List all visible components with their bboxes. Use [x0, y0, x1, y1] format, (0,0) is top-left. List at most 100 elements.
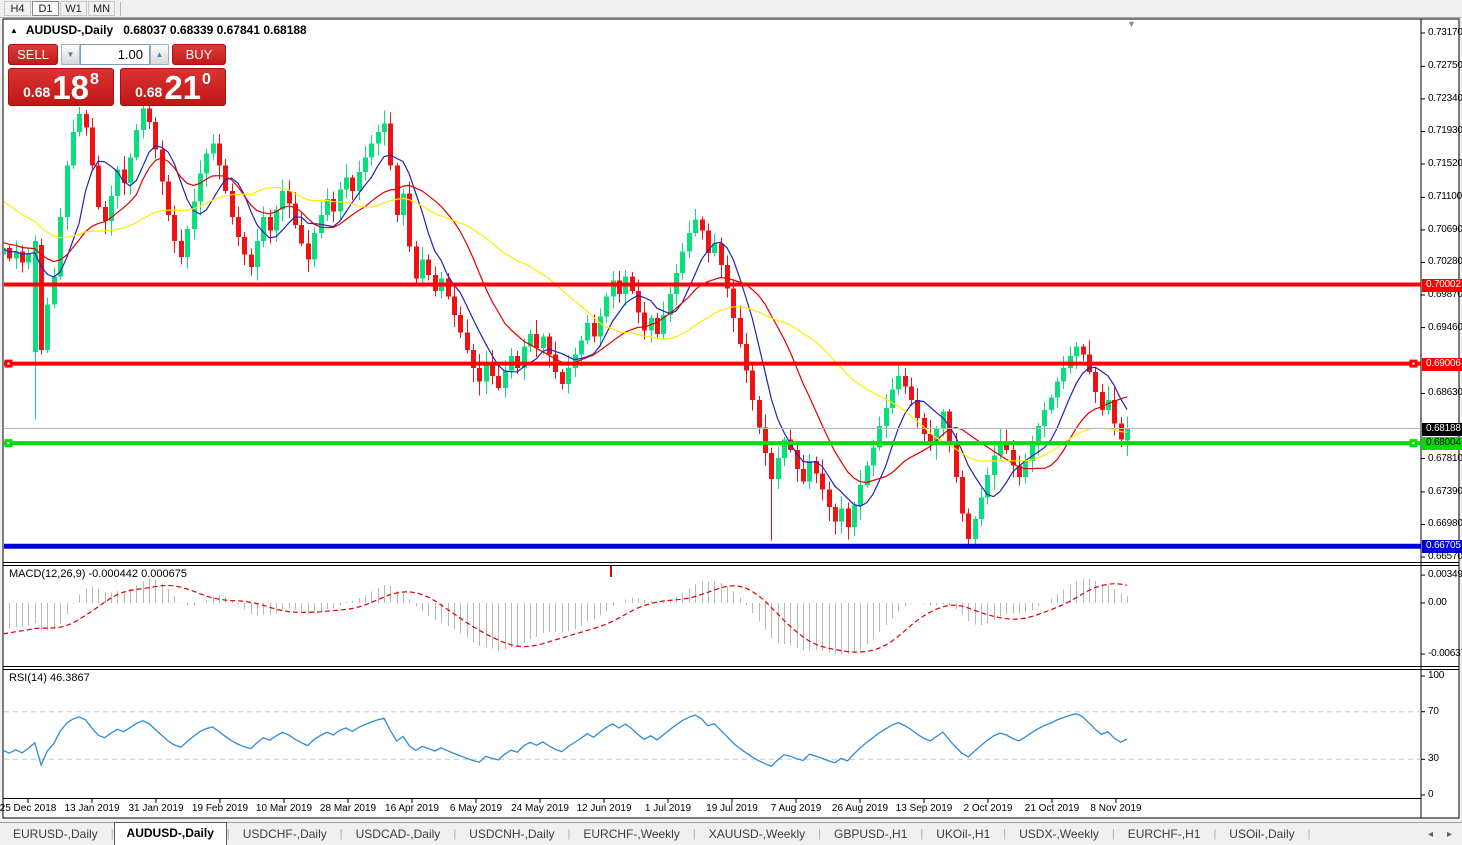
bid-price-prefix: 0.68: [23, 84, 51, 100]
timeframe-mn-button[interactable]: MN: [88, 1, 115, 16]
tab-separator: |: [567, 828, 571, 840]
date-axis-label: 1 Jul 2019: [644, 803, 692, 814]
timeframe-d1-button[interactable]: D1: [32, 1, 59, 16]
price-level-label: 0.68004: [1422, 437, 1462, 451]
macd-indicator-label: MACD(12,26,9) -0.000442 0.000675: [9, 568, 187, 580]
buy-button[interactable]: BUY: [172, 44, 226, 65]
timeframe-toolbar: H4 D1 W1 MN: [0, 0, 1462, 18]
rsi-axis-label: 70: [1428, 705, 1439, 717]
date-axis-label: 7 Aug 2019: [770, 803, 822, 814]
macd-axis-label: -0.00637: [1428, 647, 1462, 659]
timeframe-h4-button[interactable]: H4: [4, 1, 31, 16]
symbol-tab[interactable]: USDX-,Weekly: [1019, 827, 1099, 841]
toolbar-separator: [120, 1, 121, 16]
symbol-tab-bar: EURUSD-,Daily | AUDUSD-,Daily | USDCHF-,Dail…: [0, 821, 1462, 845]
sell-price-button[interactable]: 0.68 18 8: [8, 68, 114, 106]
chart-symbol-period: AUDUSD-,Daily: [25, 23, 114, 37]
price-axis-label: 0.66980: [1428, 518, 1462, 530]
date-axis[interactable]: 25 Dec 2018 13 Jan 2019 31 Jan 2019 19 Feb …: [0, 800, 1421, 818]
date-axis-label: 10 Mar 2019: [255, 803, 313, 814]
symbol-tab[interactable]: EURCHF-,H1: [1127, 827, 1201, 841]
ask-price-big: 21: [164, 69, 202, 106]
price-axis[interactable]: 0.73170 0.72750 0.72340 0.71930 0.71520 0.711…: [1422, 19, 1462, 818]
price-axis-label: 0.70690: [1428, 223, 1462, 235]
tab-separator: |: [818, 828, 822, 840]
date-axis-label: 31 Jan 2019: [128, 803, 184, 814]
symbol-tab[interactable]: USDCAD-,Daily: [355, 827, 441, 841]
symbol-tab[interactable]: USDCNH-,Daily: [469, 827, 555, 841]
date-axis-label: 24 May 2019: [511, 803, 569, 814]
moving-average-line: [4, 145, 1128, 507]
date-axis-label: 19 Feb 2019: [191, 803, 249, 814]
tab-separator: |: [1111, 828, 1115, 840]
symbol-tab[interactable]: AUDUSD-,Daily: [113, 821, 227, 845]
volume-decrease-button[interactable]: ▼: [61, 44, 80, 65]
chart-title: ▲ AUDUSD-,Daily 0.68037 0.68339 0.67841 …: [10, 23, 307, 37]
timeframe-w1-button[interactable]: W1: [60, 1, 87, 16]
price-axis-label: 0.72750: [1428, 60, 1462, 72]
symbol-tab[interactable]: EURCHF-,Weekly: [583, 827, 680, 841]
volume-increase-button[interactable]: ▲: [150, 44, 169, 65]
volume-input[interactable]: 1.00: [80, 44, 150, 65]
date-axis-label: 25 Dec 2018: [0, 803, 57, 814]
price-axis-label: 0.66570: [1428, 551, 1462, 563]
tab-separator: |: [110, 828, 114, 840]
date-axis-label: 13 Sep 2019: [895, 803, 953, 814]
one-click-trading-widget: SELL ▼ 1.00 ▲ BUY 0.68 18 8 0.68 21 0: [8, 44, 229, 106]
tab-separator: |: [1307, 828, 1311, 840]
symbol-tab[interactable]: XAUUSD-,Weekly: [708, 827, 806, 841]
rsi-line: [4, 713, 1128, 768]
price-axis-label: 0.68630: [1428, 387, 1462, 399]
price-level-label: 0.66705: [1422, 540, 1462, 554]
rsi-axis-label: 0: [1428, 789, 1434, 800]
bid-price-pip: 8: [90, 71, 99, 88]
tab-separator: |: [1213, 828, 1217, 840]
bid-price-big: 18: [52, 69, 90, 106]
price-axis-label: 0.67810: [1428, 452, 1462, 464]
symbol-tab[interactable]: GBPUSD-,H1: [834, 827, 908, 841]
price-axis-label: 0.72340: [1428, 92, 1462, 104]
price-axis-label: 0.71930: [1428, 125, 1462, 137]
tab-separator: |: [226, 828, 230, 840]
macd-axis-label: 0.00349: [1428, 569, 1462, 581]
price-axis-label: 0.73170: [1428, 27, 1462, 38]
tab-separator: |: [920, 828, 924, 840]
ask-price-prefix: 0.68: [135, 84, 163, 100]
tab-scroll-left-icon[interactable]: ◂: [1427, 828, 1433, 840]
symbol-tab[interactable]: UKOil-,H1: [936, 827, 991, 841]
macd-histogram: [4, 578, 1129, 655]
rsi-axis-label: 100: [1428, 670, 1445, 681]
date-axis-label: 13 Jan 2019: [64, 803, 120, 814]
candlestick-series: [4, 97, 1130, 549]
price-axis-label: 0.71520: [1428, 158, 1462, 169]
price-axis-label: 0.69870: [1428, 289, 1462, 300]
moving-average-line: [4, 186, 1128, 462]
ask-price-pip: 0: [202, 71, 211, 88]
date-axis-label: 16 Apr 2019: [385, 803, 439, 814]
tab-separator: |: [339, 828, 343, 840]
price-axis-label: 0.69460: [1428, 321, 1462, 333]
auto-scroll-marker-icon: ▼: [1127, 19, 1136, 29]
buy-price-button[interactable]: 0.68 21 0: [120, 68, 226, 106]
symbol-tab[interactable]: EURUSD-,Daily: [13, 827, 98, 841]
date-axis-label: 12 Jun 2019: [576, 803, 632, 814]
symbol-marker-icon: ▲: [10, 26, 18, 35]
macd-axis-label: 0.00: [1428, 597, 1447, 608]
date-axis-label: 2 Oct 2019: [963, 803, 1013, 814]
chart-ohlc-values: 0.68037 0.68339 0.67841 0.68188: [123, 23, 307, 37]
tab-scroll-right-icon[interactable]: ▸: [1446, 828, 1452, 840]
symbol-tab[interactable]: USDCHF-,Daily: [242, 827, 327, 841]
date-axis-label: 19 Jul 2019: [706, 803, 758, 814]
date-axis-label: 21 Oct 2019: [1024, 803, 1080, 814]
tab-separator: |: [692, 828, 696, 840]
price-level-label: 0.70002: [1422, 278, 1462, 292]
date-axis-label: 28 Mar 2019: [319, 803, 377, 814]
date-axis-label: 6 May 2019: [449, 803, 503, 814]
price-axis-label: 0.67390: [1428, 485, 1462, 497]
symbol-tab[interactable]: USOil-,Daily: [1229, 827, 1295, 841]
price-level-label: 0.68188: [1422, 422, 1462, 436]
sell-button[interactable]: SELL: [8, 44, 58, 65]
price-axis-label: 0.70280: [1428, 256, 1462, 268]
